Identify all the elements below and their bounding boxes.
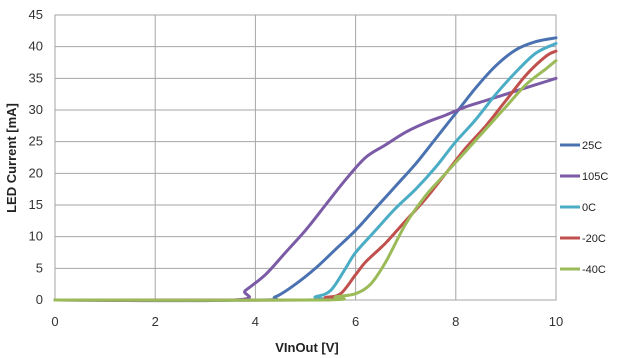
legend-item: 105C xyxy=(560,171,608,183)
y-tick-label: 0 xyxy=(36,292,43,307)
series-line--20C xyxy=(53,49,558,302)
legend-item: -40C xyxy=(560,264,606,276)
legend-item: 0C xyxy=(560,202,596,214)
legend-item: 25C xyxy=(560,140,602,152)
legend-label: 0C xyxy=(582,202,596,214)
legend-label: 105C xyxy=(582,171,608,183)
y-tick-label: 45 xyxy=(29,7,43,22)
series-line--40C xyxy=(53,59,558,302)
y-tick-label: 40 xyxy=(29,39,43,54)
x-tick-label: 4 xyxy=(252,314,259,329)
series-lines xyxy=(53,36,558,303)
legend-label: -40C xyxy=(582,264,606,276)
y-tick-label: 30 xyxy=(29,102,43,117)
series-line-105C xyxy=(53,76,558,303)
y-tick-label: 20 xyxy=(29,165,43,180)
x-tick-label: 2 xyxy=(152,314,159,329)
y-tick-label: 25 xyxy=(29,134,43,149)
y-tick-label: 5 xyxy=(36,260,43,275)
y-tick-labels: 0 5 10 15 20 25 30 35 40 45 xyxy=(29,7,43,307)
x-axis-title: VInOut [V] xyxy=(275,340,339,355)
series-line-0C xyxy=(53,42,558,302)
y-tick-label: 10 xyxy=(29,229,43,244)
legend-label: -20C xyxy=(582,233,606,245)
series-line-25C xyxy=(53,36,558,302)
plot-area xyxy=(54,14,557,301)
x-tick-label: 10 xyxy=(549,314,563,329)
legend: 25C 105C 0C -20C -40C xyxy=(560,140,608,276)
x-tick-labels: 0 2 4 6 8 10 xyxy=(51,314,563,329)
x-tick-label: 6 xyxy=(352,314,359,329)
y-tick-label: 35 xyxy=(29,70,43,85)
x-tick-label: 8 xyxy=(452,314,459,329)
grid xyxy=(54,14,557,301)
y-tick-label: 15 xyxy=(29,197,43,212)
legend-label: 25C xyxy=(582,140,602,152)
y-axis-title: LED Current [mA] xyxy=(4,103,19,213)
legend-item: -20C xyxy=(560,233,606,245)
x-tick-label: 0 xyxy=(51,314,58,329)
